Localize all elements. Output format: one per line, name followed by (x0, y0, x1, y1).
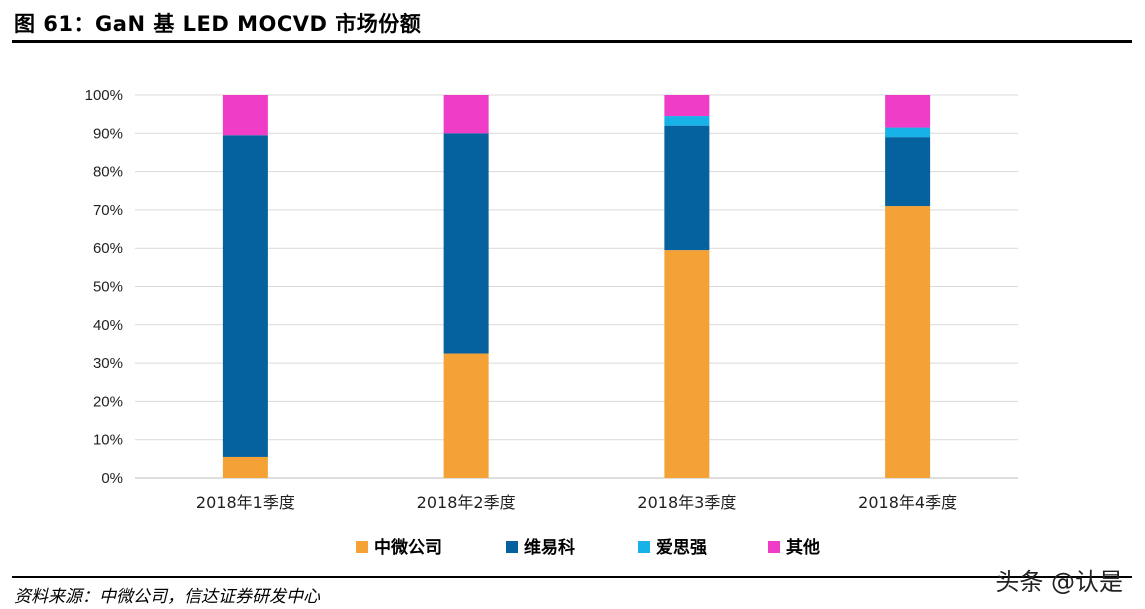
y-tick-label: 60% (93, 240, 123, 257)
bar-segment (222, 135, 268, 457)
bar-segment (664, 95, 710, 117)
y-tick-label: 100% (85, 87, 123, 104)
y-tick-label: 70% (93, 202, 123, 219)
gridlines (135, 94, 1018, 479)
y-tick-label: 30% (93, 355, 123, 372)
x-tick-label: 2018年4季度 (858, 493, 957, 512)
title-rule (12, 40, 1132, 43)
y-tick-label: 10% (93, 432, 123, 449)
x-axis-labels: 2018年1季度 2018年2季度 2018年3季度 2018年4季度 (196, 493, 957, 512)
bar-segment (885, 206, 931, 478)
source-note: 资料来源：中微公司，信达证券研发中心 (14, 587, 320, 607)
bar-segment (222, 95, 268, 136)
y-tick-label: 80% (93, 164, 123, 181)
bar-segment (885, 127, 931, 138)
y-tick-label: 20% (93, 393, 123, 410)
bar-segment (443, 353, 489, 478)
watermark: 头条 @认是 (995, 568, 1123, 596)
bar-segment (664, 125, 710, 251)
legend-label: 其他 (786, 537, 820, 558)
footer-rule (12, 576, 1132, 578)
bar-segment (885, 95, 931, 128)
legend-label: 爱思强 (656, 537, 707, 558)
x-tick-label: 2018年1季度 (196, 493, 295, 512)
x-tick-label: 2018年3季度 (637, 493, 736, 512)
y-tick-label: 50% (93, 279, 123, 296)
y-tick-label: 0% (101, 470, 123, 487)
legend-label: 维易科 (524, 537, 575, 558)
y-tick-label: 90% (93, 125, 123, 142)
figure-title: 图 61：GaN 基 LED MOCVD 市场份额 (14, 12, 422, 36)
legend-swatch (506, 541, 518, 553)
legend-swatch (356, 541, 368, 553)
y-axis-ticks: 0% 10% 20% 30% 40% 50% 60% 70% 80% 90% 100% (85, 87, 123, 487)
bar-segment (885, 137, 931, 207)
stacked-bar-chart: 0% 10% 20% 30% 40% 50% 60% 70% 80% 90% 100% 2018年1… (85, 87, 1018, 558)
legend-swatch (768, 541, 780, 553)
legend-swatch (638, 541, 650, 553)
bar-segment (443, 95, 489, 134)
y-tick-label: 40% (93, 317, 123, 334)
bar-segment (664, 250, 710, 478)
bar-segment (222, 456, 268, 478)
bar-segment (443, 133, 489, 354)
legend: 中微公司 维易科 爱思强 其他 (356, 537, 820, 558)
bars (222, 95, 931, 478)
legend-label: 中微公司 (374, 537, 442, 558)
x-tick-label: 2018年2季度 (417, 493, 516, 512)
bar-segment (664, 116, 710, 126)
